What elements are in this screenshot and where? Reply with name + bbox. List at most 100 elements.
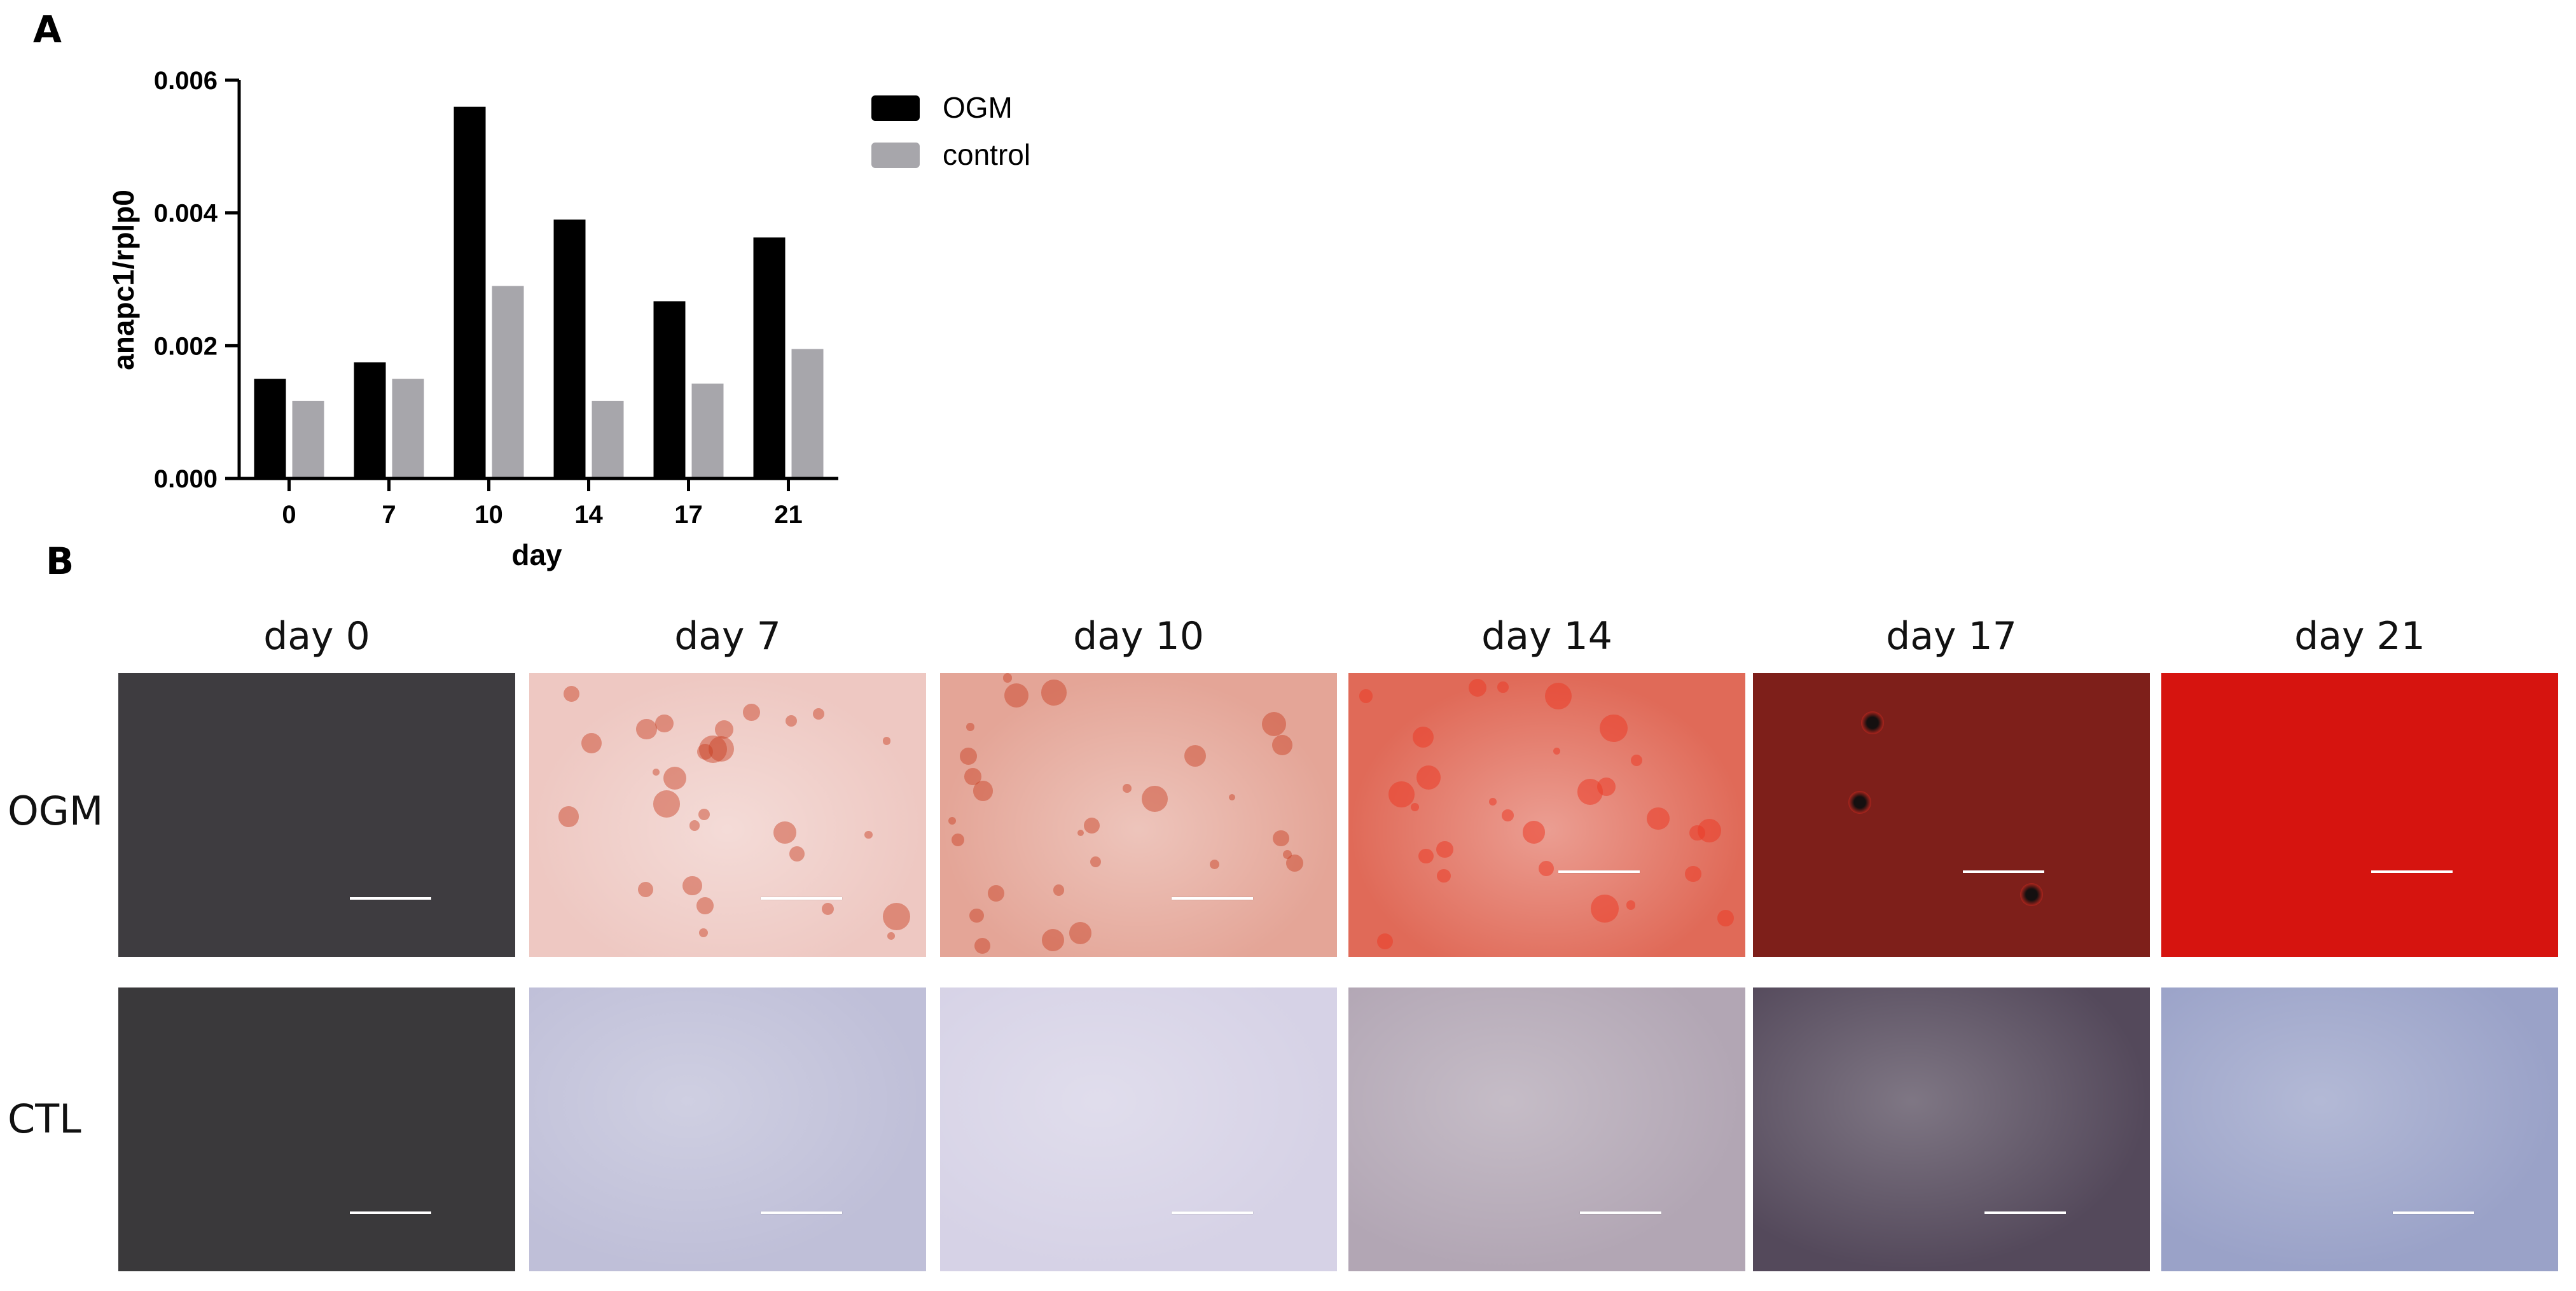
stain-spot <box>696 743 713 760</box>
stain-spot <box>1436 841 1453 858</box>
bar-control-day-0 <box>292 400 324 478</box>
stain-spot <box>698 808 710 820</box>
stain-spot <box>1141 786 1168 812</box>
stain-spot <box>1041 680 1067 706</box>
stain-spot <box>988 885 1004 902</box>
stain-spot <box>887 932 896 940</box>
stain-spot <box>637 882 653 898</box>
stain-spot <box>973 781 994 801</box>
scale-bar <box>1172 1211 1253 1214</box>
stain-spot <box>773 821 796 844</box>
nodule-spot <box>1861 711 1884 734</box>
bars <box>254 106 824 478</box>
micrograph-ogm-day-17 <box>1753 673 2150 957</box>
x-tick-label: 10 <box>474 501 503 529</box>
scale-bar <box>761 897 842 900</box>
bar-ogm-day-10 <box>454 106 486 478</box>
bar-control-day-17 <box>691 383 724 478</box>
stain-spot <box>1084 817 1100 834</box>
stain-spot <box>786 715 798 727</box>
stain-spot <box>1053 884 1065 896</box>
nodule-spot <box>1848 791 1871 814</box>
micrograph-ctl-day-0 <box>118 987 515 1271</box>
stain-spot <box>1717 910 1734 926</box>
bar-ogm-day-0 <box>254 379 286 478</box>
column-header-day-21: day 21 <box>2294 614 2425 659</box>
stain-spot <box>812 708 824 720</box>
legend: OGM control <box>871 91 1030 171</box>
legend-label-ogm: OGM <box>943 91 1013 124</box>
stain-spot <box>951 834 965 847</box>
stain-spot <box>1273 830 1289 847</box>
scale-bar <box>350 897 431 900</box>
scale-bar <box>2371 870 2453 873</box>
stain-spot <box>1600 714 1628 743</box>
x-tick-label: 0 <box>282 501 296 529</box>
stain-spot <box>969 909 984 923</box>
y-tick-label: 0.002 <box>154 332 218 360</box>
x-axis-ticks: 0 7 10 14 17 21 <box>282 478 803 529</box>
stain-spot <box>696 897 714 914</box>
stain-spot <box>864 830 873 839</box>
stain-spot <box>558 806 579 827</box>
stain-spot <box>1418 849 1434 864</box>
stain-spot <box>1553 748 1561 755</box>
stain-spot <box>1285 854 1303 872</box>
scale-bar <box>1172 897 1253 900</box>
stain-spot <box>1538 861 1554 877</box>
x-axis-title: day <box>511 538 562 571</box>
column-header-day-7: day 7 <box>674 614 781 659</box>
stain-spot <box>743 704 761 722</box>
stain-spot <box>1647 807 1670 830</box>
stain-spot <box>1261 712 1287 737</box>
stain-spot <box>974 938 990 954</box>
panel-a-label: A <box>33 8 62 51</box>
x-tick-label: 7 <box>382 501 396 529</box>
stain-spot <box>689 820 700 831</box>
stain-spot <box>715 720 734 739</box>
micrograph-ogm-day-21 <box>2161 673 2558 957</box>
y-tick-label: 0.004 <box>154 200 218 228</box>
stain-spot <box>960 748 977 765</box>
stain-spot <box>1630 755 1642 767</box>
stain-spot <box>1271 734 1293 755</box>
stain-spot <box>821 902 834 915</box>
stain-spot <box>882 737 891 745</box>
stain-spot <box>682 876 702 896</box>
stain-spot <box>1689 825 1705 841</box>
scale-bar <box>1963 870 2044 873</box>
stain-spot <box>1468 679 1486 697</box>
legend-swatch-control <box>871 143 920 168</box>
scale-bar <box>1580 1211 1661 1214</box>
column-header-day-0: day 0 <box>263 614 370 659</box>
bar-ogm-day-17 <box>653 301 686 478</box>
stain-spot <box>1283 850 1292 860</box>
bar-control-day-21 <box>791 349 824 478</box>
stain-spot <box>709 736 735 762</box>
stain-spot <box>789 846 805 862</box>
stain-spot <box>564 686 580 702</box>
y-tick-label: 0.000 <box>154 465 218 493</box>
scale-bar <box>1558 870 1640 873</box>
micrograph-ogm-day-7 <box>529 673 926 957</box>
stain-spot <box>653 790 681 818</box>
stain-spot <box>636 718 658 740</box>
stain-spot <box>1077 830 1084 837</box>
bar-chart: 0.000 0.002 0.004 0.006 0 7 10 14 17 21 anapc1/r… <box>107 67 1030 571</box>
stain-spot <box>1410 802 1419 811</box>
stain-spot <box>1090 856 1102 868</box>
stain-spot <box>699 735 727 764</box>
stain-spot <box>1544 682 1572 710</box>
scale-bar <box>761 1211 842 1214</box>
micrograph-ctl-day-14 <box>1348 987 1745 1271</box>
stain-spot <box>1577 779 1603 805</box>
stain-spot <box>1377 933 1394 949</box>
stain-spot <box>966 723 974 732</box>
column-header-day-14: day 14 <box>1481 614 1612 659</box>
stain-spot <box>1502 809 1514 821</box>
row-header-ogm: OGM <box>8 788 104 834</box>
bar-control-day-10 <box>492 286 524 478</box>
scale-bar <box>2393 1211 2474 1214</box>
scale-bar <box>1984 1211 2066 1214</box>
stain-spot <box>1522 821 1545 844</box>
